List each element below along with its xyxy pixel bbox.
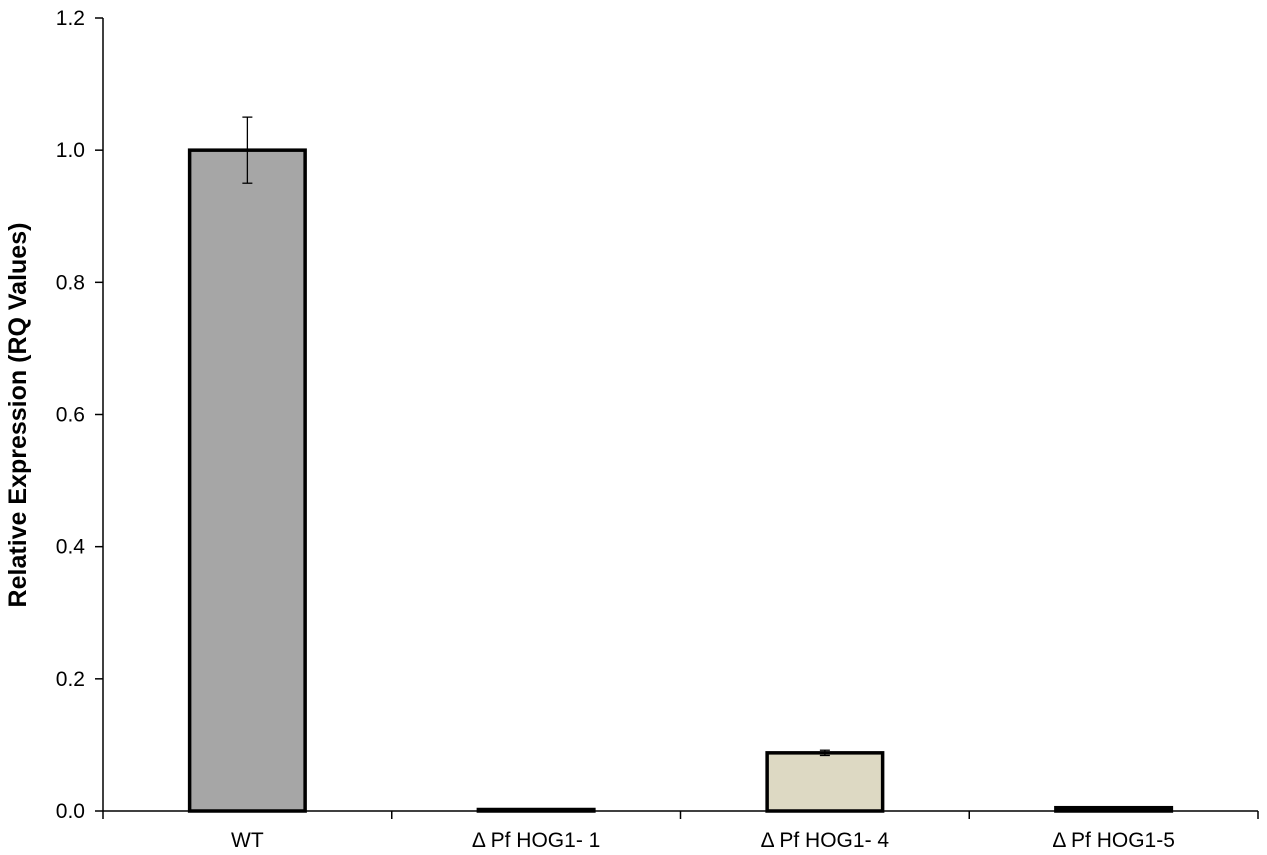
error-bars-layer <box>242 116 830 757</box>
x-tick-label: Δ Pf HOG1-5 <box>1052 829 1175 852</box>
y-tick-label: 0.4 <box>56 536 86 559</box>
x-tick-label: Δ Pf HOG1- 4 <box>761 829 890 852</box>
x-tick-label: WT <box>231 829 264 852</box>
bar <box>765 751 885 813</box>
bar <box>187 148 307 813</box>
y-tick-label: 0.6 <box>56 404 85 427</box>
y-tick-label: 1.0 <box>56 139 85 162</box>
y-tick-label: 0.2 <box>56 668 85 691</box>
y-ticks-layer: 0.0 0.2 0.4 0.6 0.8 1.0 1.2 <box>56 7 103 823</box>
y-tick-label: 0.0 <box>56 800 85 823</box>
bars-layer <box>187 148 1174 813</box>
x-tick-label: Δ Pf HOG1- 1 <box>472 829 600 852</box>
y-tick-label: 0.8 <box>56 271 85 294</box>
y-tick-label: 1.2 <box>56 7 85 30</box>
x-ticks-layer: WT Δ Pf HOG1- 1 Δ Pf HOG1- 4 Δ Pf HOG1-5 <box>102 811 1259 852</box>
y-axis-label: Relative Expression (RQ Values) <box>4 223 32 608</box>
